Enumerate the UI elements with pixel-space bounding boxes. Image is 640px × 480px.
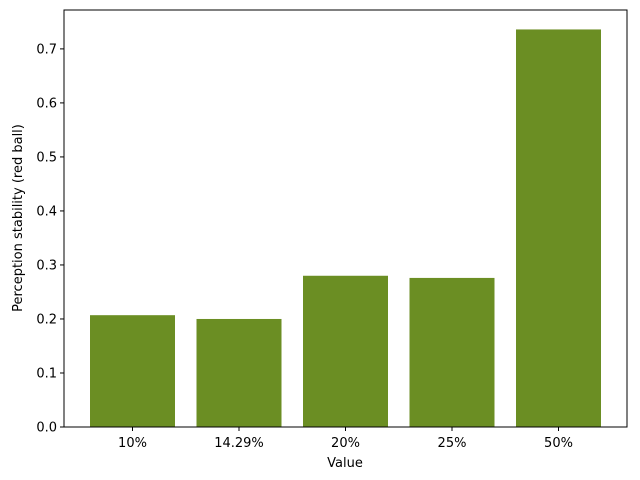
x-tick-label: 10% bbox=[118, 436, 147, 451]
x-tick-label: 14.29% bbox=[214, 436, 264, 451]
bar-2 bbox=[196, 318, 282, 427]
bar-1 bbox=[90, 315, 175, 427]
y-tick-label: 0.5 bbox=[36, 150, 57, 165]
y-axis-label: Perception stability (red ball) bbox=[11, 124, 26, 312]
bars-layer bbox=[90, 29, 601, 427]
bar-3 bbox=[303, 275, 388, 427]
x-axis: 10% 14.29% 20% 25% 50% bbox=[118, 427, 573, 451]
y-tick-label: 0.0 bbox=[36, 421, 57, 436]
bar-5 bbox=[516, 29, 601, 427]
x-tick-label: 20% bbox=[331, 436, 360, 451]
y-tick-label: 0.3 bbox=[36, 258, 57, 273]
y-tick-label: 0.4 bbox=[36, 204, 57, 219]
y-axis: 0.0 0.1 0.2 0.3 0.4 0.5 0.6 0.7 bbox=[36, 42, 64, 436]
bar-4 bbox=[409, 277, 495, 427]
y-tick-label: 0.2 bbox=[36, 312, 57, 327]
y-tick-label: 0.7 bbox=[36, 42, 57, 57]
y-tick-label: 0.1 bbox=[36, 366, 57, 381]
x-tick-label: 25% bbox=[438, 436, 467, 451]
x-axis-label: Value bbox=[327, 456, 363, 471]
y-tick-label: 0.6 bbox=[36, 96, 57, 111]
x-tick-label: 50% bbox=[544, 436, 573, 451]
